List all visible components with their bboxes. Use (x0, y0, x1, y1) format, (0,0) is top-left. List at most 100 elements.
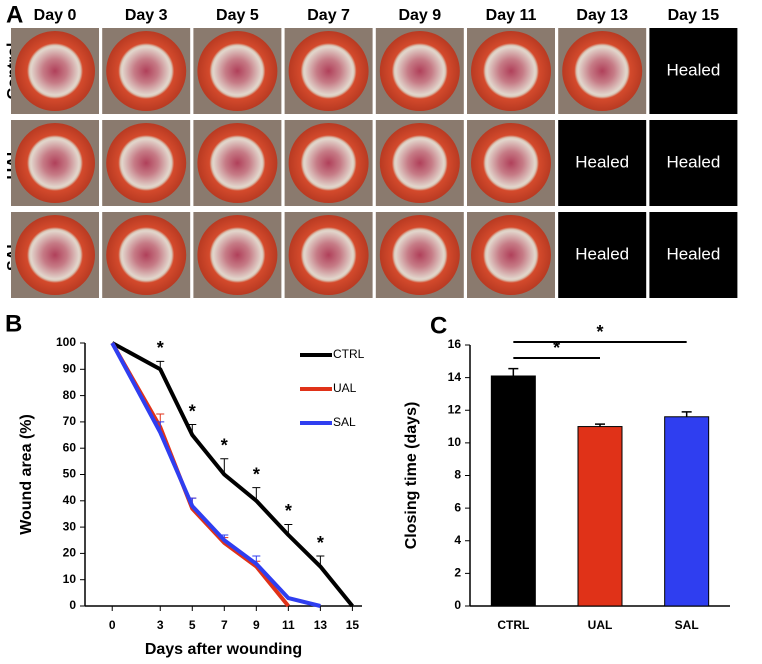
significance-star: * (596, 322, 603, 342)
x-tick-label: 15 (346, 618, 360, 632)
wound-ring (379, 123, 460, 203)
error-bar (252, 555, 261, 564)
y-tick-label: 100 (56, 335, 76, 349)
x-tick-label: 13 (314, 618, 328, 632)
wound-ring (471, 215, 551, 295)
error-bar (220, 534, 229, 541)
y-tick-label: 20 (63, 546, 77, 560)
wound-ring (197, 215, 278, 295)
series-line (111, 341, 354, 608)
y-tick-label: 70 (63, 414, 77, 428)
y-tick-label: 50 (63, 467, 77, 481)
error-bar (316, 555, 325, 567)
y-tick-label: 4 (454, 533, 461, 547)
x-tick-label: UAL (588, 618, 613, 632)
significance-star: * (553, 338, 560, 358)
column-header: Day 3 (125, 7, 168, 24)
y-tick-label: 90 (63, 361, 77, 375)
column-header: Day 11 (486, 7, 537, 24)
error-bar (595, 423, 605, 427)
wound-ring (15, 31, 95, 111)
error-bar (188, 497, 197, 507)
wound-ring (197, 31, 278, 111)
error-bar (284, 523, 293, 535)
y-tick-label: 80 (63, 388, 77, 402)
error-bar (252, 487, 261, 501)
y-tick-label: 10 (448, 435, 462, 449)
x-tick-label: CTRL (497, 618, 529, 632)
wound-ring (106, 215, 187, 295)
y-axis-label: Wound area (%) (18, 414, 35, 535)
x-axis-label: Days after wounding (145, 641, 302, 658)
wound-ring (197, 123, 278, 203)
wound-ring (379, 31, 460, 111)
legend-label: UAL (333, 381, 357, 395)
y-tick-label: 8 (454, 468, 461, 482)
significance-star: * (189, 401, 196, 421)
column-header: Day 13 (576, 7, 628, 24)
column-header: Day 5 (216, 7, 259, 24)
bar (490, 375, 536, 607)
wound-ring (562, 31, 643, 111)
significance-star: * (253, 464, 260, 484)
healed-label: Healed (575, 152, 629, 171)
significance-star: * (317, 533, 324, 553)
x-tick-label: 9 (253, 618, 260, 632)
y-tick-label: 2 (454, 566, 461, 580)
healed-tile (649, 212, 738, 298)
y-tick-label: 14 (448, 370, 462, 384)
healed-label: Healed (575, 244, 629, 263)
error-bar (681, 411, 692, 417)
column-header: Day 9 (398, 7, 441, 24)
y-tick-label: 40 (63, 493, 77, 507)
wound-ring (471, 123, 551, 203)
bar (577, 426, 623, 607)
y-tick-label: 10 (63, 572, 77, 586)
y-tick-label: 12 (448, 402, 462, 416)
legend-label: CTRL (333, 347, 365, 361)
healed-tile (558, 212, 647, 298)
healed-tile (649, 120, 738, 206)
x-tick-label: 0 (109, 618, 116, 632)
bar (664, 416, 710, 607)
wound-ring (288, 31, 369, 111)
panel-label: C (430, 312, 447, 339)
error-bar (156, 360, 165, 370)
error-bar (508, 367, 519, 376)
healed-tile (558, 120, 647, 206)
x-tick-label: 5 (189, 618, 196, 632)
column-header: Day 15 (668, 7, 720, 24)
y-tick-label: 16 (448, 337, 462, 351)
wound-ring (15, 215, 95, 295)
significance-star: * (221, 435, 228, 455)
significance-star: * (157, 338, 164, 358)
healed-label: Healed (666, 152, 720, 171)
y-tick-label: 6 (454, 500, 461, 514)
healed-label: Healed (666, 60, 720, 79)
error-bar (220, 458, 229, 475)
x-tick-label: 3 (157, 618, 164, 632)
healed-tile (649, 28, 738, 114)
column-header: Day 7 (307, 7, 350, 24)
series-line (110, 342, 290, 608)
series-line (110, 342, 321, 608)
column-header: Day 0 (34, 7, 77, 24)
y-tick-label: 60 (63, 440, 77, 454)
x-tick-label: SAL (675, 618, 699, 632)
x-tick-label: 7 (221, 618, 228, 632)
y-axis-label: Closing time (days) (403, 402, 420, 550)
significance-star: * (285, 501, 292, 521)
wound-ring (288, 123, 369, 203)
wound-ring (106, 31, 187, 111)
healed-label: Healed (666, 244, 720, 263)
wound-ring (471, 31, 551, 111)
x-tick-label: 11 (282, 618, 295, 632)
y-tick-label: 30 (63, 519, 77, 533)
y-tick-label: 0 (69, 598, 76, 612)
error-bar (188, 424, 197, 436)
y-tick-label: 0 (454, 598, 461, 612)
wound-ring (379, 215, 460, 295)
wound-ring (15, 123, 95, 203)
wound-ring (106, 123, 187, 203)
